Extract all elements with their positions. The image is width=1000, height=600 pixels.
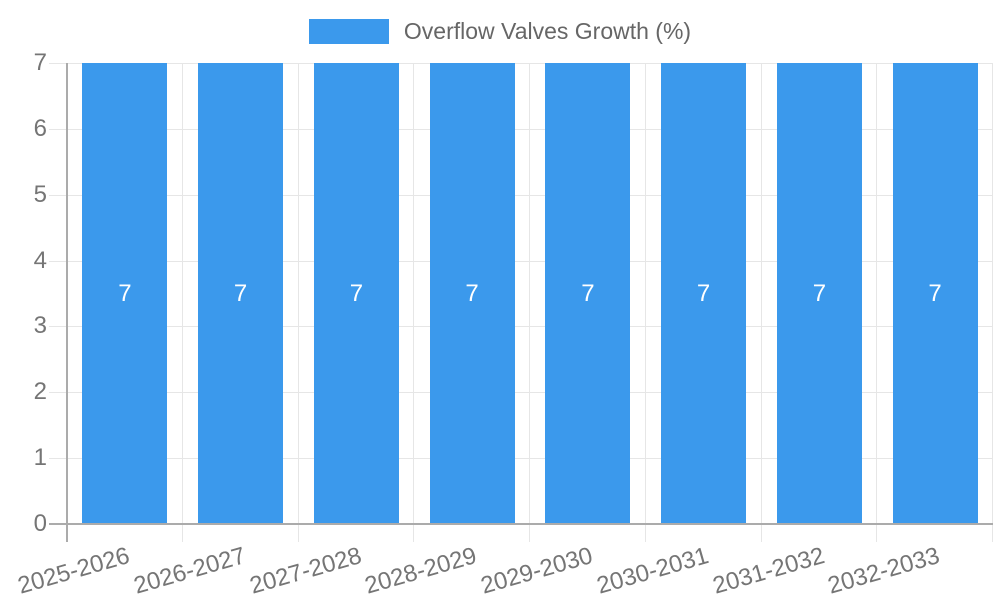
x-axis-tick-label: 2027-2028 xyxy=(246,542,365,600)
y-axis-labels: 0 1 2 3 4 5 6 7 xyxy=(0,51,47,536)
bar[interactable]: 7 xyxy=(313,63,399,524)
bar[interactable]: 7 xyxy=(661,63,747,524)
bars-layer: 7 7 7 7 7 7 7 7 xyxy=(67,63,993,524)
bar-value-label: 7 xyxy=(233,279,248,307)
y-axis-line xyxy=(66,63,68,542)
bar[interactable]: 7 xyxy=(82,63,168,524)
x-axis-tick-label: 2028-2029 xyxy=(362,542,481,600)
legend-swatch xyxy=(308,18,389,44)
bar[interactable]: 7 xyxy=(429,63,515,524)
bar-value-label: 7 xyxy=(928,279,942,307)
v-gridline xyxy=(645,63,646,542)
bar-value-label: 7 xyxy=(465,279,479,307)
bar[interactable]: 7 xyxy=(892,63,978,524)
h-gridline xyxy=(49,195,993,196)
v-gridline xyxy=(182,63,183,542)
y-axis-tick-label: 3 xyxy=(33,312,47,339)
legend: Overflow Valves Growth (%) xyxy=(0,14,1000,48)
y-axis-tick-label: 5 xyxy=(33,181,47,208)
gridlines-layer xyxy=(49,63,993,542)
y-axis-tick-label: 0 xyxy=(33,510,47,537)
x-axis-line xyxy=(49,523,993,525)
v-gridline xyxy=(298,63,299,542)
v-gridline xyxy=(413,63,414,542)
x-axis-tick-label: 2026-2027 xyxy=(130,542,249,600)
h-gridline xyxy=(49,129,993,130)
bar-value-label: 7 xyxy=(349,279,364,307)
y-axis-tick-label: 4 xyxy=(33,247,47,274)
x-axis-tick-label: 2031-2032 xyxy=(709,542,828,600)
x-axis-tick-label: 2030-2031 xyxy=(593,542,712,600)
bar[interactable]: 7 xyxy=(545,63,631,524)
y-axis-tick-label: 2 xyxy=(33,378,47,405)
h-gridline xyxy=(49,63,993,64)
bar-value-label: 7 xyxy=(118,279,132,307)
x-axis-tick-label: 2025-2026 xyxy=(15,542,133,600)
y-axis-tick-label: 7 xyxy=(33,49,47,76)
v-gridline xyxy=(529,63,530,542)
x-axis-tick-label: 2032-2033 xyxy=(825,542,944,600)
h-gridline xyxy=(49,261,993,262)
v-gridline xyxy=(761,63,762,542)
v-gridline xyxy=(876,63,877,542)
bar-value-label: 7 xyxy=(812,279,827,307)
x-axis-tick-label: 2029-2030 xyxy=(478,542,596,600)
plot-area: 7 7 7 7 7 7 7 7 xyxy=(49,63,993,542)
legend-item[interactable]: Overflow Valves Growth (%) xyxy=(308,17,692,44)
bar[interactable]: 7 xyxy=(776,63,862,524)
bar-value-label: 7 xyxy=(581,279,595,307)
legend-label: Overflow Valves Growth (%) xyxy=(403,17,692,44)
y-axis-tick-label: 1 xyxy=(33,444,47,471)
y-axis-tick-label: 6 xyxy=(33,115,47,142)
bar-value-label: 7 xyxy=(696,279,711,307)
h-gridline xyxy=(49,326,993,327)
h-gridline xyxy=(49,392,993,393)
x-axis-labels: 2025-2026 2026-2027 2027-2028 2028-2029 2029… xyxy=(15,524,993,600)
axes-layer xyxy=(49,63,993,542)
h-gridline xyxy=(49,458,993,459)
v-gridline xyxy=(992,63,993,542)
bar[interactable]: 7 xyxy=(198,63,284,524)
